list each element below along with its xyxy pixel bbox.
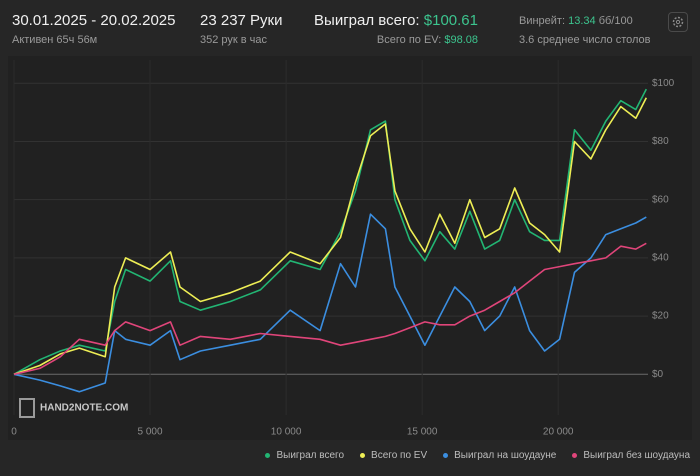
x-tick-label: 0 <box>11 427 17 438</box>
winrate: Винрейт: 13.34 бб/100 <box>519 15 633 27</box>
date-range: 30.01.2025 - 20.02.2025 <box>12 12 176 29</box>
hands: 23 237 Руки <box>200 12 283 29</box>
y-tick-label: $80 <box>652 136 669 147</box>
legend-item[interactable]: Всего по EV <box>360 450 427 461</box>
y-tick-label: $0 <box>652 369 664 380</box>
watermark-text: HAND2NOTE.COM <box>40 403 128 414</box>
y-tick-label: $60 <box>652 194 669 205</box>
legend-label: Выиграл на шоудауне <box>454 450 557 461</box>
x-tick-label: 15 000 <box>407 427 438 438</box>
ev-label: Всего по EV: <box>376 34 442 46</box>
winrate-unit: бб/100 <box>598 15 633 27</box>
legend-label: Всего по EV <box>371 450 428 461</box>
x-tick-label: 20 000 <box>543 427 574 438</box>
grid: $0 $20 $40 $60 $80 $100 0 5 000 10 000 15 000 20 0… <box>11 60 675 438</box>
legend-swatch <box>360 452 366 458</box>
winrate-label: Винрейт: <box>519 15 566 27</box>
legend-swatch <box>443 452 449 458</box>
won-total: Выиграл всего: $100.61 <box>314 12 478 29</box>
avg-tables: 3.6 среднее число столов <box>519 34 651 46</box>
y-tick-label: $40 <box>652 253 669 264</box>
legend-item[interactable]: Выиграл без шоудауна <box>572 450 690 461</box>
winrate-value: 13.34 <box>568 15 596 27</box>
watermark: HAND2NOTE.COM <box>19 398 128 418</box>
plot-background <box>8 56 692 440</box>
won-label: Выиграл всего: <box>314 12 420 29</box>
series-line <box>13 88 648 375</box>
legend-item[interactable]: Выиграл на шоудауне <box>443 450 556 461</box>
legend-item[interactable]: Выиграл всего <box>265 450 344 461</box>
ev-total: Всего по EV: $98.08 <box>377 34 478 46</box>
gear-icon <box>672 16 684 28</box>
series-line <box>13 97 648 376</box>
legend-swatch <box>265 452 271 458</box>
x-tick-label: 10 000 <box>271 427 302 438</box>
legend-label: Выиграл без шоудауна <box>583 450 690 461</box>
y-tick-label: $100 <box>652 78 675 89</box>
hands-per-hour: 352 рук в час <box>200 34 268 46</box>
lines <box>13 88 648 393</box>
series-line <box>13 242 647 376</box>
series-line <box>13 213 647 393</box>
won-value: $100.61 <box>423 12 478 29</box>
settings-button[interactable] <box>668 12 688 32</box>
ev-value: $98.08 <box>444 34 478 46</box>
legend-swatch <box>572 452 578 458</box>
active-time: Активен 65ч 56м <box>12 34 98 46</box>
x-tick-label: 5 000 <box>138 427 163 438</box>
legend-label: Выиграл всего <box>276 450 345 461</box>
y-tick-label: $20 <box>652 311 669 322</box>
legend: Выиграл всего Всего по EV Выиграл на шоуда… <box>265 450 690 461</box>
